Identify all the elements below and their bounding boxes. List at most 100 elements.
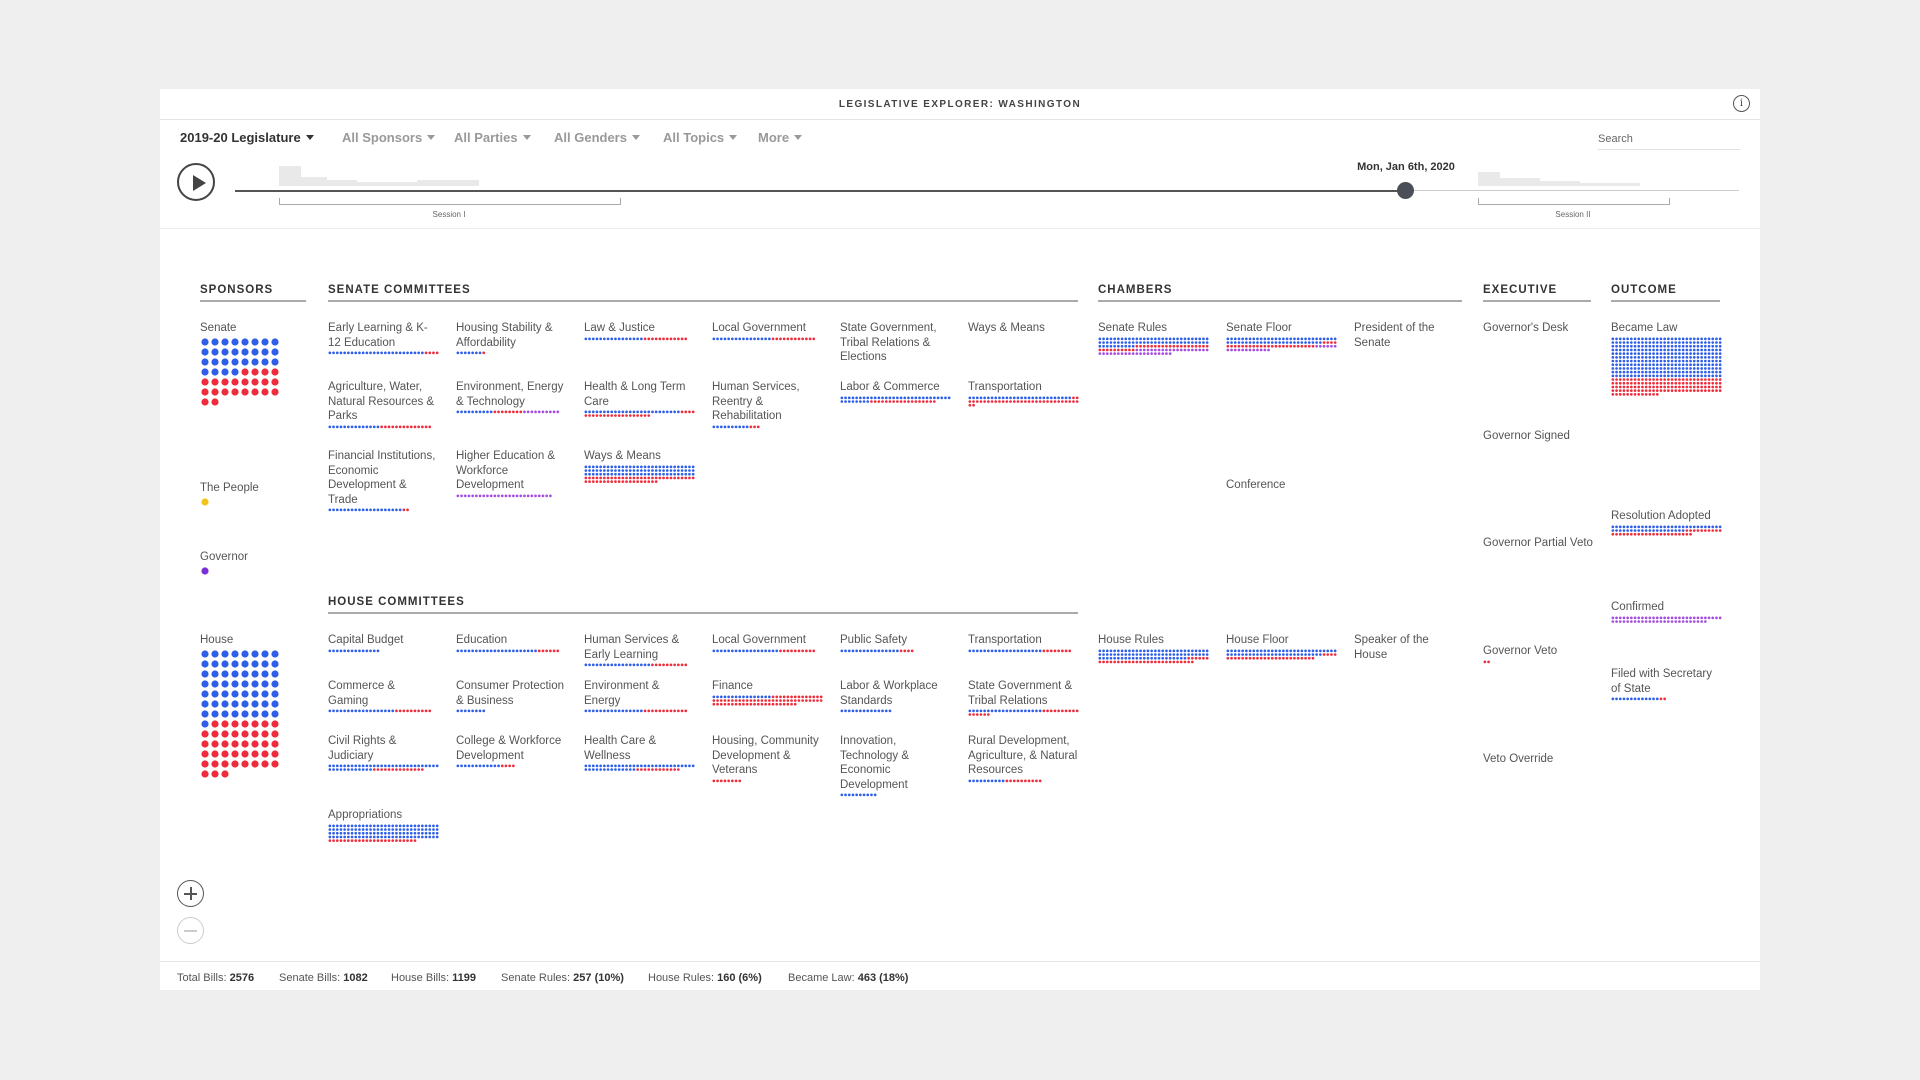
- bill-dot: [1113, 656, 1116, 660]
- house-committee[interactable]: Health Care & Wellness: [584, 734, 695, 772]
- house-committee[interactable]: Labor & Workplace Standards: [840, 679, 950, 714]
- more-filter[interactable]: More: [758, 130, 803, 145]
- house-committee[interactable]: Education: [456, 633, 566, 653]
- bill-dot: [1176, 348, 1179, 351]
- bill-dot: [475, 764, 478, 768]
- executive-governor-veto[interactable]: Governor Veto: [1483, 644, 1593, 664]
- bill-dot: [968, 779, 972, 782]
- timeline-handle[interactable]: [1397, 182, 1414, 199]
- senate-committee[interactable]: Local Government: [712, 321, 822, 341]
- bill-dot: [456, 709, 460, 713]
- bill-dot: [1652, 370, 1655, 373]
- chamber-conference[interactable]: Conference: [1226, 478, 1336, 494]
- chamber-senate-rules[interactable]: Senate Rules: [1098, 321, 1209, 356]
- bill-dot: [1630, 374, 1633, 377]
- senate-committee[interactable]: Agriculture, Water, Natural Resources & …: [328, 380, 438, 429]
- senate-committee[interactable]: Law & Justice: [584, 321, 694, 341]
- bill-dot: [779, 695, 782, 698]
- house-committee[interactable]: College & Workforce Development: [456, 734, 566, 769]
- timeline-track-remaining[interactable]: [1405, 190, 1739, 191]
- bill-dot: [1252, 337, 1256, 340]
- chamber-house-rules[interactable]: House Rules: [1098, 633, 1209, 664]
- bill-dot: [1626, 697, 1629, 701]
- house-committee[interactable]: Transportation: [968, 633, 1078, 653]
- sponsor-the-people[interactable]: The People: [200, 481, 310, 508]
- executive-governor-signed[interactable]: Governor Signed: [1483, 429, 1593, 445]
- senate-committee[interactable]: Human Services, Reentry & Rehabilitation: [712, 380, 822, 429]
- bill-dot: [201, 377, 209, 386]
- house-committee[interactable]: Rural Development, Agriculture, & Natura…: [968, 734, 1078, 783]
- senate-committee[interactable]: Early Learning & K-12 Education: [328, 321, 439, 356]
- zoom-in-button[interactable]: [177, 880, 204, 907]
- topics-filter[interactable]: All Topics: [663, 130, 738, 145]
- senate-committee[interactable]: State Government, Tribal Relations & Ele…: [840, 321, 950, 366]
- house-committee[interactable]: Capital Budget: [328, 633, 438, 653]
- senate-committee[interactable]: Environment, Energy & Technology: [456, 380, 566, 415]
- bill-dot: [347, 827, 350, 831]
- house-committee[interactable]: State Government & Tribal Relations: [968, 679, 1079, 717]
- bill-dot: [1648, 355, 1652, 359]
- house-committee[interactable]: Finance: [712, 679, 823, 707]
- bill-dot: [1615, 359, 1618, 362]
- senate-committee[interactable]: Ways & Means: [968, 321, 1078, 337]
- dot-grid: [712, 695, 823, 706]
- bill-dot: [1659, 348, 1663, 351]
- executive-governors-desk[interactable]: Governor's Desk: [1483, 321, 1593, 337]
- play-button[interactable]: [177, 163, 215, 201]
- bill-dot: [391, 831, 395, 835]
- genders-filter[interactable]: All Genders: [554, 130, 640, 145]
- bill-dot: [1626, 370, 1629, 373]
- senate-committee[interactable]: Higher Education & Workforce Development: [456, 449, 566, 498]
- chamber-speaker-of-house[interactable]: Speaker of the House: [1354, 633, 1464, 663]
- sponsor-house[interactable]: House: [200, 633, 310, 780]
- node-label: Finance: [712, 680, 753, 692]
- sponsor-governor[interactable]: Governor: [200, 550, 310, 577]
- senate-committee[interactable]: Health & Long Term Care: [584, 380, 695, 418]
- legislature-select[interactable]: 2019-20 Legislature: [180, 130, 314, 145]
- sponsors-filter[interactable]: All Sponsors: [342, 130, 436, 145]
- bill-dot: [1663, 532, 1666, 536]
- house-committee[interactable]: Commerce & Gaming: [328, 679, 438, 714]
- parties-filter[interactable]: All Parties: [454, 130, 531, 145]
- bill-dot: [1659, 697, 1663, 701]
- search-input[interactable]: [1598, 129, 1740, 150]
- house-committee[interactable]: Appropriations: [328, 808, 439, 843]
- outcome-filed-with-secretary[interactable]: Filed with Secretary of State: [1611, 667, 1721, 702]
- senate-committee[interactable]: Transportation: [968, 380, 1079, 408]
- bill-dot: [1659, 340, 1663, 344]
- info-icon[interactable]: i: [1733, 95, 1750, 112]
- senate-committee[interactable]: Housing Stability & Affordability: [456, 321, 566, 356]
- senate-committee[interactable]: Labor & Commerce: [840, 380, 951, 404]
- bill-dot: [1685, 351, 1689, 355]
- bill-dot: [463, 494, 467, 497]
- outcome-became-law[interactable]: Became Law: [1611, 321, 1722, 397]
- executive-veto-override[interactable]: Veto Override: [1483, 752, 1593, 768]
- house-committee[interactable]: Innovation, Technology & Economic Develo…: [840, 734, 950, 798]
- house-committee[interactable]: Consumer Protection & Business: [456, 679, 566, 714]
- timeline-track[interactable]: [235, 190, 1405, 192]
- bill-dot: [610, 479, 614, 483]
- chamber-president-of-senate[interactable]: President of the Senate: [1354, 321, 1464, 351]
- outcome-confirmed[interactable]: Confirmed: [1611, 600, 1722, 624]
- house-committee[interactable]: Human Services & Early Learning: [584, 633, 694, 668]
- bill-dot: [1718, 385, 1722, 388]
- chamber-senate-floor[interactable]: Senate Floor: [1226, 321, 1337, 352]
- executive-governor-partial-veto[interactable]: Governor Partial Veto: [1483, 536, 1593, 552]
- zoom-out-button[interactable]: [177, 917, 204, 944]
- bill-dot: [1696, 370, 1700, 373]
- senate-committee[interactable]: Financial Institutions, Economic Develop…: [328, 449, 438, 513]
- house-committee[interactable]: Civil Rights & Judiciary: [328, 734, 439, 772]
- bill-dot: [1300, 337, 1304, 340]
- bill-dot: [1230, 649, 1233, 652]
- house-committee[interactable]: Public Safety: [840, 633, 950, 653]
- bill-dot: [808, 695, 812, 698]
- sponsor-senate[interactable]: Senate: [200, 321, 310, 408]
- bill-dot: [599, 709, 602, 713]
- chamber-house-floor[interactable]: House Floor: [1226, 633, 1337, 661]
- house-committee[interactable]: Housing, Community Development & Veteran…: [712, 734, 822, 783]
- house-committee[interactable]: Environment & Energy: [584, 679, 694, 714]
- outcome-resolution-adopted[interactable]: Resolution Adopted: [1611, 509, 1722, 537]
- house-committee[interactable]: Local Government: [712, 633, 822, 653]
- bill-dot: [530, 494, 534, 497]
- senate-committee[interactable]: Ways & Means: [584, 449, 695, 484]
